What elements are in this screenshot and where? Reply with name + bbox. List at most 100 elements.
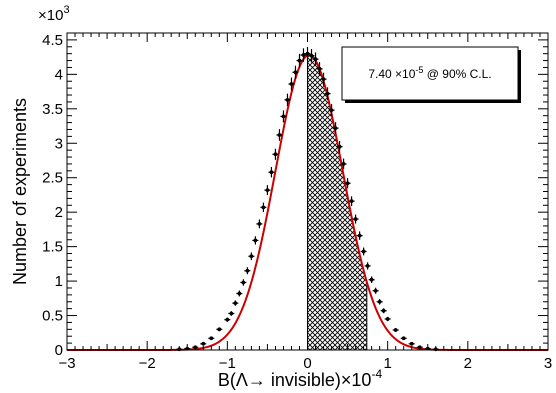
data-point (356, 231, 363, 240)
data-point (392, 328, 399, 332)
data-point (400, 336, 407, 341)
labels-layer: ×103 B(Λ→ invisible)×10-4 Number of experi… (10, 4, 521, 390)
data-point (348, 196, 355, 206)
y-tick-label: 4 (55, 66, 63, 83)
point-marker (249, 254, 254, 259)
y-axis-title: Number of experiments (10, 98, 30, 285)
x-tick-label: 2 (464, 355, 472, 372)
x-axis-title: B(Λ→ invisible)×10-4 (218, 367, 383, 390)
data-point (252, 236, 259, 245)
point-marker (313, 57, 318, 62)
data-point (240, 279, 247, 286)
y-tick-label: 0 (55, 342, 63, 359)
point-marker (401, 336, 406, 341)
data-point (256, 219, 263, 229)
point-marker (341, 162, 346, 166)
data-point (300, 48, 307, 62)
point-marker (333, 126, 338, 130)
y-tick-label: 0.5 (42, 308, 63, 325)
data-point (200, 341, 207, 346)
point-marker (317, 66, 322, 71)
y-multiplier: ×103 (38, 4, 70, 24)
data-point (340, 158, 347, 170)
data-point (268, 166, 275, 178)
y-tick-label: 2 (55, 204, 63, 221)
legend-text: 7.40 ×10-5 @ 90% C.L. (368, 65, 491, 81)
point-marker (361, 249, 366, 254)
data-point (380, 308, 387, 314)
point-marker (293, 70, 298, 75)
data-point (384, 316, 391, 322)
point-marker (337, 144, 342, 149)
data-point (360, 247, 367, 256)
data-point (272, 148, 279, 160)
point-marker (301, 53, 306, 57)
point-marker (309, 53, 314, 58)
point-marker (229, 311, 234, 316)
data-point (280, 110, 287, 123)
data-point (408, 341, 415, 346)
point-marker (201, 341, 206, 346)
point-marker (265, 188, 270, 193)
point-marker (409, 341, 414, 346)
data-point (244, 267, 251, 275)
point-marker (277, 133, 282, 137)
x-tick-label: 1 (383, 355, 391, 372)
point-marker (285, 97, 290, 102)
point-marker (233, 301, 238, 306)
data-point (232, 300, 239, 306)
data-point (264, 185, 271, 196)
point-marker (325, 91, 330, 96)
x-tick-label: 0 (303, 355, 311, 372)
data-point (324, 87, 331, 100)
y-tick-label: 2.5 (42, 170, 63, 187)
y-tick-label: 3.5 (42, 101, 63, 118)
point-marker (289, 82, 294, 86)
point-marker (357, 233, 362, 238)
data-point (260, 202, 267, 213)
data-point (368, 276, 375, 284)
point-marker (253, 238, 258, 243)
data-point (292, 65, 299, 79)
data-point (228, 311, 235, 316)
point-marker (393, 328, 398, 332)
point-marker (345, 181, 350, 186)
data-point (328, 104, 335, 117)
data-point (336, 141, 343, 153)
data-point (320, 72, 327, 86)
point-marker (297, 58, 302, 63)
point-marker (353, 217, 358, 221)
data-point (364, 262, 371, 270)
point-marker (281, 114, 286, 119)
point-marker (329, 108, 334, 113)
point-marker (305, 51, 310, 56)
point-marker (385, 317, 390, 321)
data-point (332, 122, 339, 134)
point-marker (217, 327, 222, 332)
data-point (288, 77, 295, 91)
y-tick-label: 4.5 (42, 32, 63, 49)
data-point (376, 299, 383, 305)
data-point (308, 48, 315, 63)
data-point (208, 336, 215, 341)
data-point (248, 252, 255, 261)
data-point (236, 290, 243, 297)
point-marker (321, 77, 326, 82)
point-marker (381, 308, 386, 313)
y-tick-label: 1 (55, 273, 63, 290)
data-point (296, 53, 303, 68)
point-marker (365, 264, 370, 268)
data-point (316, 62, 323, 76)
point-marker (225, 317, 230, 322)
axes-layer: −3 −2 −1 0 1 2 3 0 0.5 1 1.5 2 2.5 3 3.5 4 4.5 (42, 32, 552, 372)
point-marker (261, 205, 266, 210)
point-marker (237, 291, 242, 296)
x-tick-label: −1 (219, 355, 236, 372)
data-point (372, 287, 379, 294)
legend-box (341, 46, 519, 101)
point-marker (257, 221, 262, 226)
y-tick-label: 3 (55, 135, 63, 152)
point-marker (377, 299, 382, 304)
point-marker (349, 199, 354, 204)
data-point (312, 52, 319, 66)
